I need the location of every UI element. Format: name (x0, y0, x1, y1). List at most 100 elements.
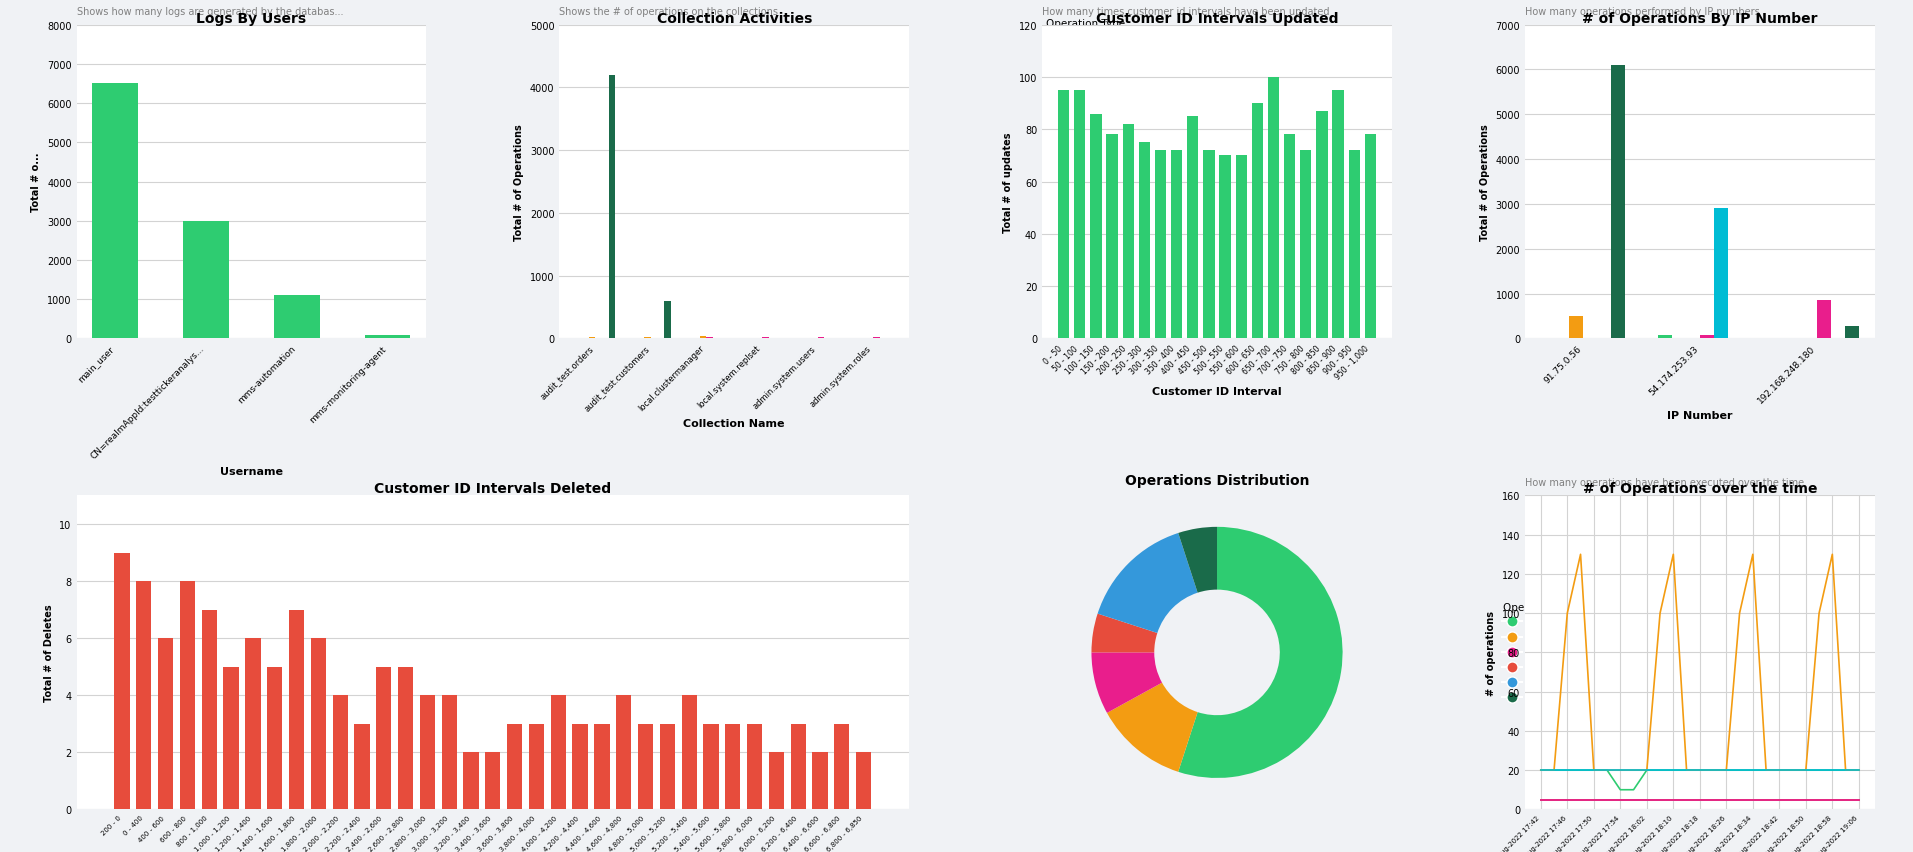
update (1848, 765, 1871, 775)
insert (1542, 765, 1565, 775)
Bar (274, 296, 319, 339)
count (1582, 795, 1605, 805)
find (1741, 795, 1764, 805)
update (1662, 765, 1685, 775)
find (1794, 795, 1817, 805)
find (1701, 795, 1724, 805)
Bar (761, 337, 769, 339)
Wedge shape (1092, 614, 1157, 653)
aggregate (1848, 765, 1871, 775)
insert (1835, 765, 1858, 775)
delete (1609, 795, 1632, 805)
Bar (398, 667, 413, 809)
update (1754, 765, 1777, 775)
delete (1636, 795, 1659, 805)
count (1595, 795, 1618, 805)
update (1794, 765, 1817, 775)
Bar (1844, 326, 1859, 339)
Bar (589, 337, 595, 339)
update (1727, 765, 1750, 775)
insert (1622, 765, 1645, 775)
update (1835, 765, 1858, 775)
Bar (1106, 135, 1117, 339)
find (1754, 795, 1777, 805)
find (1555, 795, 1578, 805)
count (1727, 795, 1750, 805)
Bar (354, 724, 369, 809)
aggregate (1808, 765, 1831, 775)
Bar (310, 638, 325, 809)
insert (1636, 765, 1659, 775)
Bar (664, 302, 671, 339)
Bar (1171, 151, 1182, 339)
Bar (725, 724, 740, 809)
aggregate (1662, 765, 1685, 775)
insert (1595, 765, 1618, 775)
find (1768, 795, 1791, 805)
count (1622, 795, 1645, 805)
Bar (1349, 151, 1360, 339)
update (1649, 765, 1672, 775)
delete (1808, 795, 1831, 805)
find (1835, 795, 1858, 805)
Bar (180, 581, 195, 809)
insert (1754, 765, 1777, 775)
update (1555, 765, 1578, 775)
delete (1542, 795, 1565, 805)
Bar (419, 695, 434, 809)
Line: aggregate: aggregate (1540, 770, 1859, 790)
aggregate (1528, 765, 1551, 775)
update (1582, 765, 1605, 775)
insert (1662, 550, 1685, 560)
aggregate (1649, 765, 1672, 775)
Bar (1073, 91, 1085, 339)
Bar (608, 76, 616, 339)
Y-axis label: Total # of Operations: Total # of Operations (1481, 124, 1490, 240)
insert (1821, 550, 1844, 560)
count (1676, 795, 1699, 805)
find (1676, 795, 1699, 805)
aggregate (1714, 765, 1737, 775)
Bar (704, 724, 719, 809)
update (1768, 765, 1791, 775)
update (1542, 765, 1565, 775)
Title: Customer ID Intervals Deleted: Customer ID Intervals Deleted (375, 482, 612, 496)
delete (1768, 795, 1791, 805)
find (1848, 795, 1871, 805)
aggregate (1781, 765, 1804, 775)
delete (1595, 795, 1618, 805)
insert (1569, 550, 1592, 560)
Bar (268, 667, 283, 809)
delete (1569, 795, 1592, 805)
aggregate (1701, 765, 1724, 775)
Title: Logs By Users: Logs By Users (197, 12, 306, 26)
insert (1582, 765, 1605, 775)
Wedge shape (1178, 527, 1217, 593)
Bar (289, 610, 304, 809)
Bar (681, 695, 696, 809)
Bar (769, 752, 784, 809)
Wedge shape (1108, 682, 1198, 772)
delete (1848, 795, 1871, 805)
count (1714, 795, 1737, 805)
insert (1528, 765, 1551, 775)
Bar (136, 581, 151, 809)
Bar (1284, 135, 1295, 339)
insert (1609, 765, 1632, 775)
find (1821, 795, 1844, 805)
Bar (1203, 151, 1215, 339)
delete (1821, 795, 1844, 805)
aggregate (1569, 765, 1592, 775)
aggregate (1542, 765, 1565, 775)
Legend: aggregate, count, delete, find, insert, update: aggregate, count, delete, find, insert, … (1041, 15, 1131, 124)
find (1609, 795, 1632, 805)
find (1622, 795, 1645, 805)
Bar (817, 337, 825, 339)
aggregate (1794, 765, 1817, 775)
Bar (528, 724, 543, 809)
Bar (159, 638, 174, 809)
Bar (486, 752, 501, 809)
Wedge shape (1178, 527, 1343, 778)
find (1727, 795, 1750, 805)
Bar (1714, 210, 1727, 339)
